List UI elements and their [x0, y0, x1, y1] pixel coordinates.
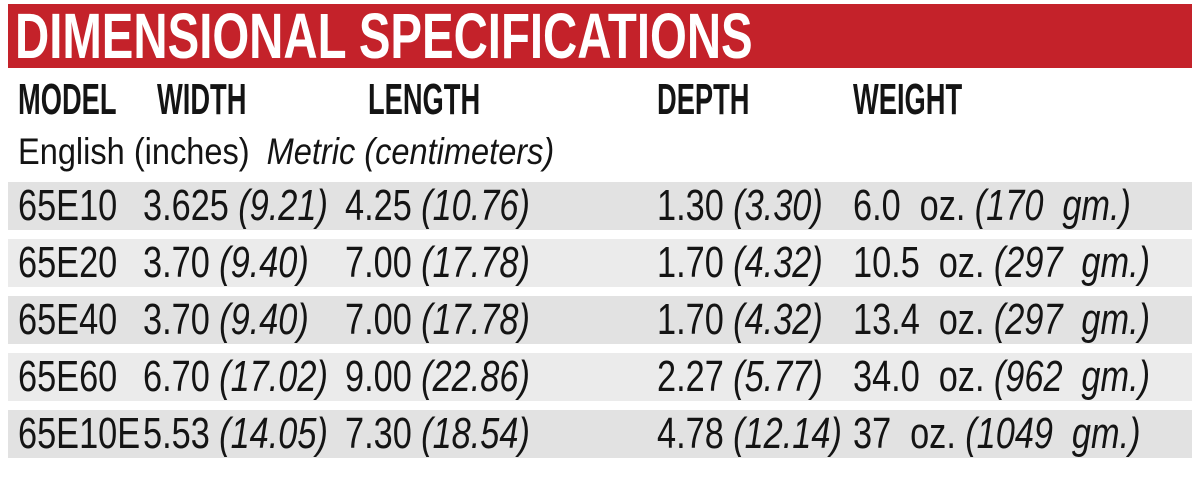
model-value: 65E10E: [18, 409, 141, 458]
width-centimeters-value: (9.40): [219, 238, 309, 287]
width-cell: 3.70 (9.40): [143, 239, 345, 287]
length-inches-value: 7.00: [345, 238, 412, 287]
weight-cell: 6.0 oz. (170 gm.): [853, 182, 1199, 230]
weight-ounces-value: 10.5 oz.: [853, 238, 985, 287]
length-inches-value: 4.25: [345, 181, 412, 230]
model-cell: 65E10: [18, 182, 143, 230]
spec-table-row: 65E10 3.625 (9.21) 4.25 (10.76) 1.30 (3.30)…: [8, 182, 1192, 230]
column-header-length-label: LENGTH: [368, 75, 481, 124]
model-cell: 65E20: [18, 239, 143, 287]
width-cell: 5.53 (14.05): [143, 410, 345, 458]
length-cell: 4.25 (10.76): [345, 182, 657, 230]
units-note: English (inches) Metric (centimeters): [18, 128, 627, 176]
width-inches-value: 3.70: [143, 295, 210, 344]
model-value: 65E60: [18, 352, 118, 401]
weight-cell: 13.4 oz. (297 gm.): [853, 296, 1199, 344]
spec-table-row: 65E20 3.70 (9.40) 7.00 (17.78) 1.70 (4.32) …: [8, 239, 1192, 287]
section-title: DIMENSIONAL SPECIFICATIONS: [15, 4, 753, 68]
width-centimeters-value: (9.21): [238, 181, 328, 230]
spec-table-row: 65E40 3.70 (9.40) 7.00 (17.78) 1.70 (4.32) …: [8, 296, 1192, 344]
depth-inches-value: 1.30: [657, 181, 724, 230]
column-header-depth: DEPTH: [657, 76, 853, 124]
column-header-model-label: MODEL: [18, 75, 117, 124]
weight-ounces-value: 6.0 oz.: [853, 181, 966, 230]
length-cell: 7.00 (17.78): [345, 239, 657, 287]
weight-grams-value: (170 gm.): [974, 181, 1131, 230]
model-cell: 65E60: [18, 353, 143, 401]
depth-cell: 1.70 (4.32): [657, 296, 853, 344]
model-cell: 65E40: [18, 296, 143, 344]
units-note-text: English (inches) Metric (centimeters): [18, 128, 554, 176]
length-centimeters-value: (17.78): [421, 238, 530, 287]
length-inches-value: 9.00: [345, 352, 412, 401]
weight-cell: 10.5 oz. (297 gm.): [853, 239, 1199, 287]
column-header-width: WIDTH: [143, 76, 345, 124]
model-value: 65E10: [18, 181, 118, 230]
length-inches-value: 7.30: [345, 409, 412, 458]
model-cell: 65E10E: [18, 410, 143, 458]
width-cell: 3.70 (9.40): [143, 296, 345, 344]
width-inches-value: 5.53: [143, 409, 210, 458]
width-cell: 3.625 (9.21): [143, 182, 345, 230]
length-cell: 7.00 (17.78): [345, 296, 657, 344]
spec-table-row: 65E10E 5.53 (14.05) 7.30 (18.54) 4.78 (12.1…: [8, 410, 1192, 458]
depth-centimeters-value: (3.30): [733, 181, 823, 230]
depth-centimeters-value: (4.32): [733, 238, 823, 287]
column-header-depth-label: DEPTH: [657, 75, 750, 124]
units-english-label: English (inches): [18, 131, 250, 172]
depth-cell: 1.30 (3.30): [657, 182, 853, 230]
column-header-model: MODEL: [18, 76, 143, 124]
width-inches-value: 3.625: [143, 181, 229, 230]
model-value: 65E40: [18, 295, 118, 344]
depth-inches-value: 2.27: [657, 352, 724, 401]
weight-grams-value: (297 gm.): [993, 295, 1151, 344]
units-metric-label: Metric (centimeters): [266, 131, 555, 172]
weight-cell: 34.0 oz. (962 gm.): [853, 353, 1199, 401]
column-header-length: LENGTH: [345, 76, 657, 124]
column-header-weight-label: WEIGHT: [853, 75, 963, 124]
length-inches-value: 7.00: [345, 295, 412, 344]
depth-inches-value: 1.70: [657, 238, 724, 287]
weight-ounces-value: 34.0 oz.: [853, 352, 985, 401]
depth-cell: 1.70 (4.32): [657, 239, 853, 287]
weight-cell: 37 oz. (1049 gm.): [853, 410, 1199, 458]
width-inches-value: 3.70: [143, 238, 210, 287]
weight-ounces-value: 13.4 oz.: [853, 295, 985, 344]
depth-cell: 4.78 (12.14): [657, 410, 853, 458]
length-cell: 7.30 (18.54): [345, 410, 657, 458]
width-centimeters-value: (9.40): [219, 295, 309, 344]
column-header-width-label: WIDTH: [157, 75, 247, 124]
length-centimeters-value: (10.76): [421, 181, 530, 230]
length-cell: 9.00 (22.86): [345, 353, 657, 401]
section-banner: DIMENSIONAL SPECIFICATIONS: [8, 4, 1192, 68]
column-header-weight: WEIGHT: [853, 76, 1192, 124]
weight-grams-value: (297 gm.): [993, 238, 1151, 287]
column-header-row: MODEL WIDTH LENGTH DEPTH WEIGHT: [8, 76, 1192, 124]
depth-cell: 2.27 (5.77): [657, 353, 853, 401]
model-value: 65E20: [18, 238, 118, 287]
width-centimeters-value: (17.02): [219, 352, 328, 401]
length-centimeters-value: (22.86): [421, 352, 530, 401]
depth-inches-value: 4.78: [657, 409, 724, 458]
weight-grams-value: (1049 gm.): [965, 409, 1141, 458]
width-inches-value: 6.70: [143, 352, 210, 401]
width-cell: 6.70 (17.02): [143, 353, 345, 401]
length-centimeters-value: (17.78): [421, 295, 530, 344]
depth-inches-value: 1.70: [657, 295, 724, 344]
depth-centimeters-value: (5.77): [733, 352, 823, 401]
depth-centimeters-value: (12.14): [733, 409, 842, 458]
depth-centimeters-value: (4.32): [733, 295, 823, 344]
width-centimeters-value: (14.05): [219, 409, 328, 458]
weight-ounces-value: 37 oz.: [853, 409, 956, 458]
length-centimeters-value: (18.54): [421, 409, 530, 458]
spec-table-row: 65E60 6.70 (17.02) 9.00 (22.86) 2.27 (5.77)…: [8, 353, 1192, 401]
spec-rows: 65E10 3.625 (9.21) 4.25 (10.76) 1.30 (3.30)…: [0, 182, 1199, 467]
weight-grams-value: (962 gm.): [993, 352, 1151, 401]
